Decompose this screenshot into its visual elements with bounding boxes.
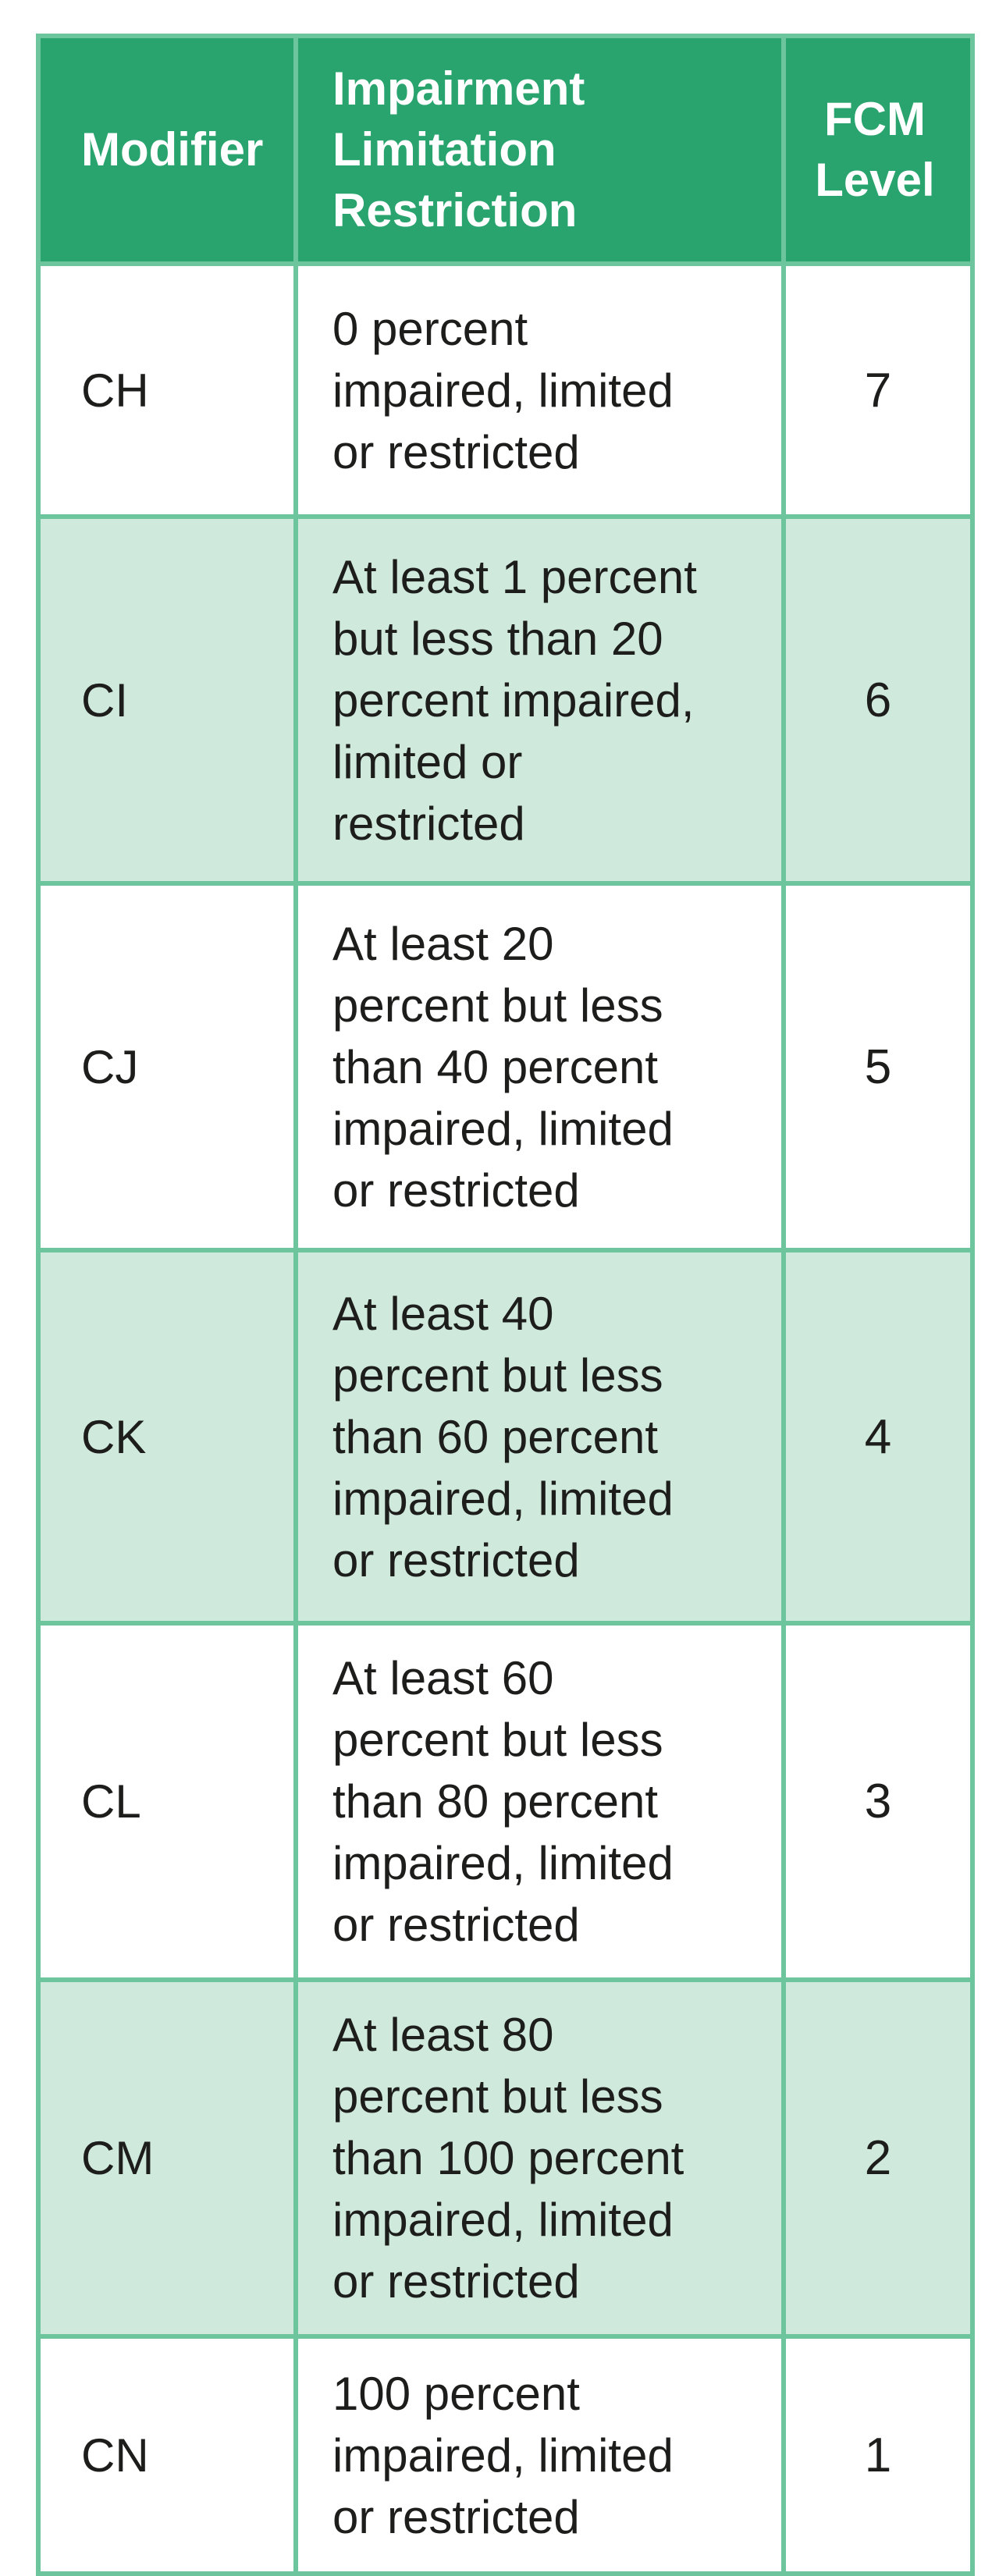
modifier-cell: CI [36,514,298,886]
modifier-cell: CJ [36,881,298,1252]
header-row: Modifier Impairment Limitation Restricti… [36,34,975,266]
table-header: Modifier Impairment Limitation Restricti… [36,34,975,266]
fcm-level-cell: 4 [781,1248,975,1626]
modifier-cell: CK [36,1248,298,1626]
fcm-level-cell: 7 [781,261,975,519]
fcm-level-cell: 1 [781,2334,975,2576]
column-header-impairment-limitation-restriction: Impairment Limitation Restriction [293,34,786,266]
table-row: CN 100 percent impaired, limited or rest… [36,2334,975,2576]
column-header-fcm-level: FCM Level [781,34,975,266]
fcm-level-cell: 6 [781,514,975,886]
restriction-cell: At least 1 percent but less than 20 perc… [293,514,786,886]
modifier-cell: CL [36,1621,298,1982]
column-header-modifier: Modifier [36,34,298,266]
table-row: CH 0 percent impaired, limited or restri… [36,261,975,519]
fcm-modifier-table: Modifier Impairment Limitation Restricti… [36,34,975,2576]
modifier-cell: CN [36,2334,298,2576]
table-row: CK At least 40 percent but less than 60 … [36,1248,975,1626]
fcm-level-cell: 5 [781,881,975,1252]
table-row: CJ At least 20 percent but less than 40 … [36,881,975,1252]
restriction-cell: At least 40 percent but less than 60 per… [293,1248,786,1626]
table-row: CM At least 80 percent but less than 100… [36,1977,975,2339]
fcm-level-cell: 2 [781,1977,975,2339]
restriction-cell: 100 percent impaired, limited or restric… [293,2334,786,2576]
fcm-level-cell: 3 [781,1621,975,1982]
restriction-cell: At least 60 percent but less than 80 per… [293,1621,786,1982]
fcm-modifier-table-container: Modifier Impairment Limitation Restricti… [36,34,975,2576]
table-body: CH 0 percent impaired, limited or restri… [36,261,975,2576]
table-row: CI At least 1 percent but less than 20 p… [36,514,975,886]
restriction-cell: 0 percent impaired, limited or restricte… [293,261,786,519]
modifier-cell: CH [36,261,298,519]
table-row: CL At least 60 percent but less than 80 … [36,1621,975,1982]
modifier-cell: CM [36,1977,298,2339]
restriction-cell: At least 80 percent but less than 100 pe… [293,1977,786,2339]
restriction-cell: At least 20 percent but less than 40 per… [293,881,786,1252]
